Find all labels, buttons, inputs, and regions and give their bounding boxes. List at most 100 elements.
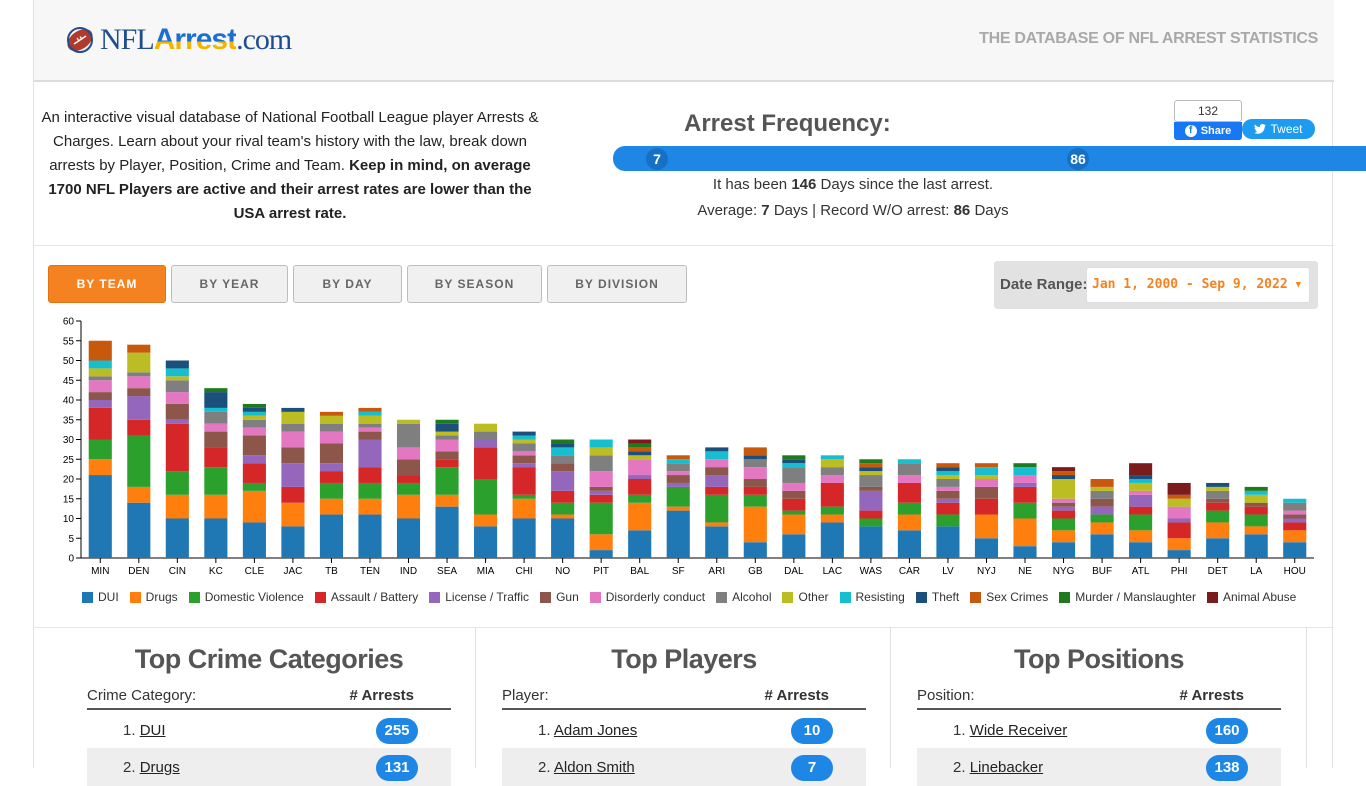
- legend-item[interactable]: Animal Abuse: [1206, 590, 1297, 604]
- bar-segment: [628, 494, 652, 503]
- intro-text: An interactive visual database of Nation…: [40, 106, 540, 226]
- bar-segment: [589, 455, 613, 472]
- bar-segment: [974, 486, 999, 499]
- bar-segment: [859, 486, 883, 491]
- bar-segment: [1206, 482, 1230, 487]
- column-header: Player:: [502, 687, 549, 704]
- bar-segment: [88, 340, 112, 361]
- legend-item[interactable]: Sex Crimes: [970, 590, 1048, 604]
- bar-segment: [127, 352, 151, 373]
- share-count: 132: [1174, 100, 1242, 122]
- bar-segment: [435, 439, 459, 452]
- bar-segment: [820, 506, 844, 515]
- legend-item[interactable]: License / Traffic: [429, 590, 529, 604]
- bar-segment: [204, 407, 228, 412]
- y-tick-label: 55: [63, 336, 75, 347]
- bar-segment: [127, 502, 151, 558]
- column-header: Position:: [917, 687, 975, 704]
- panel-header: Position: # Arrests: [917, 687, 1281, 710]
- bar-segment: [936, 486, 960, 491]
- bar-segment: [666, 506, 690, 511]
- legend-item[interactable]: Other: [782, 590, 829, 604]
- bar-segment: [936, 463, 960, 468]
- bar-segment: [396, 459, 421, 476]
- tweet-button[interactable]: Tweet: [1242, 119, 1315, 139]
- bar-segment: [705, 486, 729, 495]
- bar-segment: [666, 475, 690, 483]
- bar-segment: [242, 455, 266, 464]
- bar-segment: [974, 498, 999, 515]
- legend-item[interactable]: Resisting: [839, 590, 905, 604]
- bar-segment: [1283, 518, 1307, 523]
- legend-label: Animal Abuse: [1222, 590, 1297, 604]
- bar-segment: [165, 376, 189, 381]
- bar-segment: [242, 419, 266, 428]
- chart-tabs: BY TEAM BY YEAR BY DAY BY SEASON BY DIVI…: [48, 265, 687, 303]
- y-tick-label: 15: [63, 494, 75, 505]
- site-logo[interactable]: NFL Arrest .com: [64, 20, 292, 60]
- bar-segment: [666, 510, 690, 558]
- x-tick-label: CAR: [899, 566, 920, 577]
- bar-segment: [974, 463, 999, 468]
- facebook-share-widget[interactable]: 132 f Share: [1174, 100, 1242, 140]
- column-separator: [890, 627, 891, 768]
- y-tick-label: 10: [63, 514, 75, 525]
- list-item: 1. DUI 255: [87, 711, 451, 749]
- bar-segment: [165, 403, 189, 420]
- bar-segment: [705, 475, 729, 487]
- bar-segment: [820, 459, 844, 468]
- legend-item[interactable]: Domestic Violence: [188, 590, 304, 604]
- since-days: 146: [791, 176, 817, 193]
- tab-by-season[interactable]: BY SEASON: [407, 265, 542, 303]
- legend-item[interactable]: Murder / Manslaughter: [1059, 590, 1196, 604]
- x-tick-label: BUF: [1092, 566, 1112, 577]
- facebook-icon: f: [1184, 125, 1197, 137]
- logo-arrest-text: Arrest: [153, 23, 237, 56]
- player-link[interactable]: Adam Jones: [553, 722, 638, 739]
- legend-item[interactable]: Theft: [915, 590, 959, 604]
- bar-segment: [281, 423, 305, 432]
- bar-segment: [743, 542, 767, 558]
- tab-by-day[interactable]: BY DAY: [293, 265, 402, 303]
- legend-item[interactable]: DUI: [82, 590, 119, 604]
- legend-item[interactable]: Gun: [540, 590, 579, 604]
- x-tick-label: LV: [942, 566, 954, 577]
- tab-by-year[interactable]: BY YEAR: [171, 265, 288, 303]
- tab-by-team[interactable]: BY TEAM: [48, 265, 166, 303]
- date-range-select[interactable]: Jan 1, 2000 - Sep 9, 2022 ▼: [1086, 267, 1310, 303]
- chart-legend: DUI Drugs Domestic Violence Assault / Batte…: [82, 590, 1307, 604]
- bar-segment: [782, 455, 806, 460]
- bar-segment: [319, 423, 344, 432]
- tab-by-division[interactable]: BY DIVISION: [547, 265, 687, 303]
- list-item: 1. Adam Jones 10: [502, 711, 866, 749]
- bar-segment: [88, 459, 112, 476]
- position-link[interactable]: Wide Receiver: [969, 722, 1068, 739]
- x-tick-label: MIA: [477, 566, 495, 577]
- legend-label: License / Traffic: [445, 590, 530, 604]
- panel-title: Top Positions: [1014, 644, 1185, 674]
- page: NFL Arrest .com THE DATABASE OF NFL ARRE…: [33, 0, 1366, 786]
- bar-segment: [589, 447, 613, 456]
- bar-segment: [1129, 463, 1153, 476]
- bar-segment: [1129, 514, 1153, 531]
- x-tick-label: ATL: [1132, 566, 1150, 577]
- bar-segment: [396, 482, 421, 495]
- legend-label: Drugs: [145, 590, 178, 604]
- count-badge: 7: [791, 755, 833, 781]
- crime-link[interactable]: DUI: [139, 722, 166, 739]
- bar-segment: [1283, 514, 1307, 519]
- bar-segment: [1051, 471, 1076, 476]
- bar-segment: [1206, 538, 1230, 558]
- bar-segment: [165, 392, 189, 404]
- bar-segment: [435, 494, 459, 507]
- legend-item[interactable]: Alcohol: [716, 590, 771, 604]
- since-prefix: It has been: [712, 176, 788, 193]
- legend-item[interactable]: Assault / Battery: [314, 590, 418, 604]
- bar-segment: [435, 459, 459, 468]
- bar-segment: [897, 459, 921, 464]
- legend-item[interactable]: Disorderly conduct: [589, 590, 705, 604]
- bar-segment: [435, 435, 459, 440]
- legend-item[interactable]: Drugs: [129, 590, 178, 604]
- facebook-share-button[interactable]: f Share: [1174, 122, 1242, 140]
- section-divider: [34, 245, 1334, 246]
